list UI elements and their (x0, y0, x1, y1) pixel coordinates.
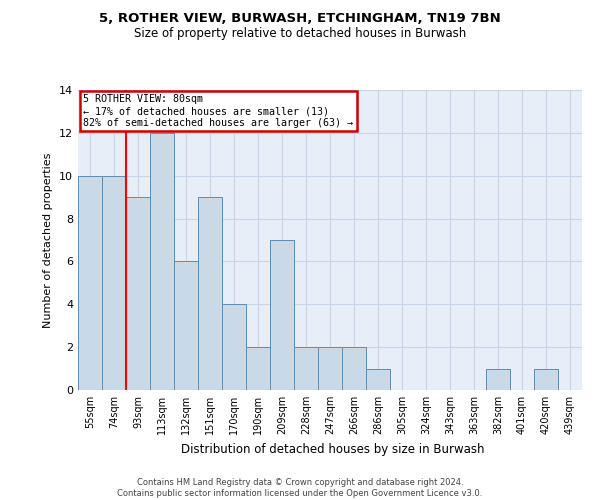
Bar (78, 176, 102, 390)
Bar (270, 240, 294, 390)
Text: 5 ROTHER VIEW: 80sqm
← 17% of detached houses are smaller (13)
82% of semi-detac: 5 ROTHER VIEW: 80sqm ← 17% of detached h… (83, 94, 353, 128)
Bar (246, 347, 270, 390)
Bar (102, 176, 126, 390)
Text: Size of property relative to detached houses in Burwash: Size of property relative to detached ho… (134, 28, 466, 40)
Bar (366, 368, 390, 390)
Bar (198, 197, 222, 390)
Y-axis label: Number of detached properties: Number of detached properties (43, 152, 53, 328)
Bar (486, 368, 510, 390)
Text: Distribution of detached houses by size in Burwash: Distribution of detached houses by size … (181, 442, 485, 456)
Bar (222, 304, 246, 390)
Bar (126, 197, 150, 390)
Bar (318, 347, 342, 390)
Bar (534, 368, 558, 390)
Bar (174, 262, 198, 390)
Bar (294, 347, 318, 390)
Bar (342, 347, 366, 390)
Text: 5, ROTHER VIEW, BURWASH, ETCHINGHAM, TN19 7BN: 5, ROTHER VIEW, BURWASH, ETCHINGHAM, TN1… (99, 12, 501, 26)
Text: Contains HM Land Registry data © Crown copyright and database right 2024.
Contai: Contains HM Land Registry data © Crown c… (118, 478, 482, 498)
Bar (150, 133, 174, 390)
